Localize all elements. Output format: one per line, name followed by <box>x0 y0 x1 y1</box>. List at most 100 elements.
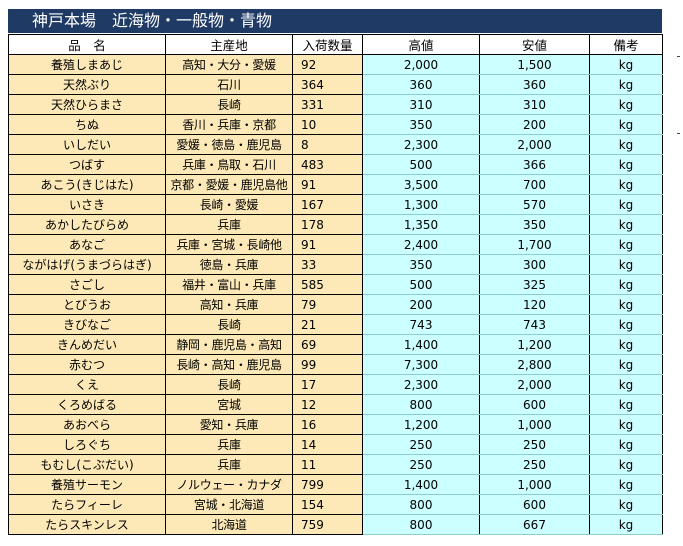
table-row: あかしたびらめ 兵庫 178 1,350 350 kg <box>8 214 663 235</box>
cell-name: たらスキンレス <box>8 514 166 535</box>
cell-origin: 兵庫 <box>165 454 293 475</box>
table-row: あおべら 愛知・兵庫 16 1,200 1,000 kg <box>8 414 663 435</box>
table-row: いしだい 愛媛・徳島・鹿児島 8 2,300 2,000 kg <box>8 134 663 155</box>
cell-low-price: 743 <box>479 314 590 335</box>
cell-low-price: 250 <box>479 434 590 455</box>
cell-low-price: 1,000 <box>479 414 590 435</box>
cell-unit: kg <box>589 514 663 535</box>
cell-quantity: 69 <box>292 334 363 355</box>
cell-quantity: 8 <box>292 134 363 155</box>
cell-origin: 静岡・鹿児島・高知 <box>165 334 293 355</box>
col-header-high-price: 高値 <box>362 34 480 55</box>
cell-unit: kg <box>589 414 663 435</box>
cell-origin: 兵庫 <box>165 214 293 235</box>
cell-unit: kg <box>589 294 663 315</box>
cell-unit: kg <box>589 474 663 495</box>
cell-unit: kg <box>589 54 663 75</box>
cell-origin: 兵庫・宮城・長崎他 <box>165 234 293 255</box>
cell-origin: 高知・大分・愛媛 <box>165 54 293 75</box>
cell-origin: 北海道 <box>165 514 293 535</box>
cell-name: あおべら <box>8 414 166 435</box>
cell-low-price: 350 <box>479 214 590 235</box>
cell-origin: 長崎 <box>165 374 293 395</box>
cell-origin: 宮城・北海道 <box>165 494 293 515</box>
cell-unit: kg <box>589 194 663 215</box>
col-header-low-price: 安値 <box>479 34 590 55</box>
cell-high-price: 1,350 <box>362 214 480 235</box>
col-header-remarks: 備考 <box>589 34 663 55</box>
cell-origin: 福井・富山・兵庫 <box>165 274 293 295</box>
cell-high-price: 250 <box>362 454 480 475</box>
table-row: 赤むつ 長崎・高知・鹿児島 99 7,300 2,800 kg <box>8 354 663 375</box>
cell-high-price: 250 <box>362 434 480 455</box>
cell-unit: kg <box>589 274 663 295</box>
table-row: いさき 長崎・愛媛 167 1,300 570 kg <box>8 194 663 215</box>
cell-high-price: 2,400 <box>362 234 480 255</box>
cell-name: しろぐち <box>8 434 166 455</box>
cell-low-price: 600 <box>479 394 590 415</box>
cell-high-price: 7,300 <box>362 354 480 375</box>
cell-high-price: 3,500 <box>362 174 480 195</box>
sheet-title: 神戸本場 近海物・一般物・青物 <box>8 9 662 33</box>
table-row: 天然ひらまさ 長崎 331 310 310 kg <box>8 94 663 115</box>
cell-origin: 長崎 <box>165 94 293 115</box>
cell-low-price: 700 <box>479 174 590 195</box>
table-row: あこう(きじはた) 京都・愛媛・鹿児島他 91 3,500 700 kg <box>8 174 663 195</box>
cell-name: 養殖しまあじ <box>8 54 166 75</box>
cell-high-price: 350 <box>362 114 480 135</box>
table-row: とびうお 高知・兵庫 79 200 120 kg <box>8 294 663 315</box>
cell-name: きびなご <box>8 314 166 335</box>
cell-high-price: 1,400 <box>362 474 480 495</box>
price-table: 品 名 主産地 入荷数量 高値 安値 備考 養殖しまあじ 高知・大分・愛媛 92 2,… <box>8 34 663 535</box>
cell-high-price: 500 <box>362 154 480 175</box>
cell-origin: 高知・兵庫 <box>165 294 293 315</box>
cell-unit: kg <box>589 234 663 255</box>
cell-name: ちぬ <box>8 114 166 135</box>
cell-low-price: 300 <box>479 254 590 275</box>
cell-unit: kg <box>589 94 663 115</box>
header-row: 品 名 主産地 入荷数量 高値 安値 備考 <box>8 34 663 55</box>
cell-origin: ノルウェー・カナダ <box>165 474 293 495</box>
cell-name: 天然ぶり <box>8 74 166 95</box>
cell-low-price: 667 <box>479 514 590 535</box>
cell-unit: kg <box>589 494 663 515</box>
table-row: たらスキンレス 北海道 759 800 667 kg <box>8 514 663 535</box>
cell-unit: kg <box>589 154 663 175</box>
table-row: もむし(こぶだい) 兵庫 11 250 250 kg <box>8 454 663 475</box>
cell-name: 天然ひらまさ <box>8 94 166 115</box>
cell-high-price: 500 <box>362 274 480 295</box>
cell-low-price: 250 <box>479 454 590 475</box>
cell-low-price: 310 <box>479 94 590 115</box>
cell-unit: kg <box>589 254 663 275</box>
cell-name: あこう(きじはた) <box>8 174 166 195</box>
cell-name: ながはげ(うまづらはぎ) <box>8 254 166 275</box>
cell-unit: kg <box>589 174 663 195</box>
cell-low-price: 200 <box>479 114 590 135</box>
cell-quantity: 178 <box>292 214 363 235</box>
cell-high-price: 2,300 <box>362 134 480 155</box>
cell-low-price: 325 <box>479 274 590 295</box>
cell-low-price: 1,200 <box>479 334 590 355</box>
cell-low-price: 120 <box>479 294 590 315</box>
cell-origin: 石川 <box>165 74 293 95</box>
cell-quantity: 483 <box>292 154 363 175</box>
cell-high-price: 310 <box>362 94 480 115</box>
cell-high-price: 200 <box>362 294 480 315</box>
cell-quantity: 12 <box>292 394 363 415</box>
table-row: ながはげ(うまづらはぎ) 徳島・兵庫 33 350 300 kg <box>8 254 663 275</box>
table-row: つばす 兵庫・鳥取・石川 483 500 366 kg <box>8 154 663 175</box>
cell-high-price: 800 <box>362 514 480 535</box>
cell-quantity: 759 <box>292 514 363 535</box>
table-row: 養殖しまあじ 高知・大分・愛媛 92 2,000 1,500 kg <box>8 54 663 75</box>
col-header-origin: 主産地 <box>165 34 293 55</box>
table-row: くえ 長崎 17 2,300 2,000 kg <box>8 374 663 395</box>
cell-name: いしだい <box>8 134 166 155</box>
cell-name: くろめばる <box>8 394 166 415</box>
cell-name: とびうお <box>8 294 166 315</box>
cell-quantity: 14 <box>292 434 363 455</box>
cell-name: もむし(こぶだい) <box>8 454 166 475</box>
cell-unit: kg <box>589 354 663 375</box>
cell-name: 養殖サーモン <box>8 474 166 495</box>
cell-quantity: 10 <box>292 114 363 135</box>
cell-high-price: 1,200 <box>362 414 480 435</box>
